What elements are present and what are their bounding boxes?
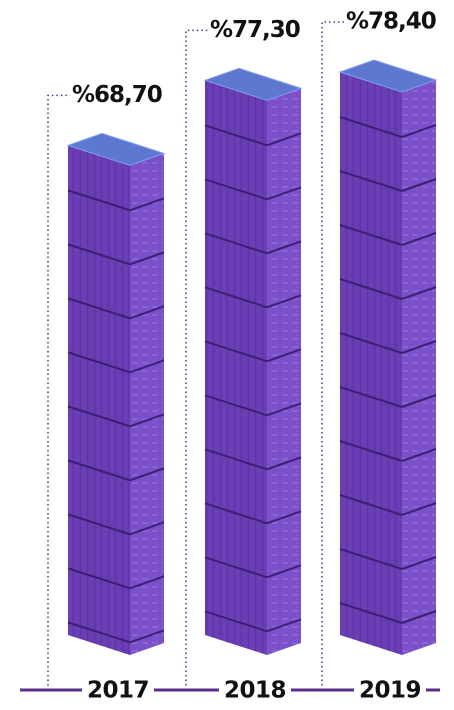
bar-side-ribs: [267, 88, 301, 656]
container-seam: [401, 286, 437, 300]
bar-side-ribs: [402, 80, 436, 655]
container-seam: [266, 132, 302, 147]
container-seam: [339, 440, 403, 462]
container-seam: [67, 459, 131, 482]
x-tick-label: 2018: [224, 678, 286, 704]
label-bg: [219, 676, 291, 704]
container-seam: [67, 405, 131, 428]
container-seam: [339, 602, 403, 624]
container-seam: [67, 513, 131, 536]
container-seam: [129, 521, 165, 536]
x-tick-label: 2019: [359, 678, 421, 704]
container-seam: [204, 124, 268, 147]
container-seam: [129, 305, 165, 320]
bar-ribs: [68, 145, 130, 655]
container-seam: [67, 351, 131, 374]
bar-ribs: [205, 80, 267, 656]
container-seam: [129, 197, 165, 212]
container-seam: [401, 340, 437, 354]
container-seam: [401, 124, 437, 138]
container-seam: [266, 564, 302, 579]
x-tick-label: 2017: [87, 678, 149, 704]
container-seam: [339, 278, 403, 300]
container-seam: [204, 502, 268, 525]
container-seam: [129, 575, 165, 590]
container-seam: [401, 556, 437, 570]
container-seam: [129, 467, 165, 482]
bar-ribs: [340, 72, 402, 655]
container-seam: [401, 610, 437, 624]
bar-top: [66, 132, 166, 166]
bar-side-ribs: [130, 153, 164, 655]
container-seam: [339, 170, 403, 192]
container-seam: [204, 178, 268, 201]
container-seam: [204, 340, 268, 363]
container-seam: [401, 394, 437, 408]
container-seam: [401, 232, 437, 246]
container-seam: [266, 186, 302, 201]
value-label: %68,70: [72, 82, 162, 108]
container-seam: [339, 224, 403, 246]
container-seam: [204, 448, 268, 471]
container-seam: [67, 243, 131, 266]
value-label: %78,40: [346, 9, 436, 35]
container-seam: [266, 618, 302, 633]
container-seam: [266, 240, 302, 255]
container-seam: [339, 548, 403, 570]
container-seam: [339, 116, 403, 138]
label-bg: [354, 676, 426, 704]
leader-line: [185, 29, 208, 690]
container-seam: [204, 286, 268, 309]
container-seam: [67, 297, 131, 320]
container-seam: [401, 502, 437, 516]
value-label: %77,30: [210, 17, 300, 43]
container-seam: [266, 294, 302, 309]
container-seam: [401, 178, 437, 192]
container-seam: [339, 386, 403, 408]
bar-top: [338, 59, 438, 93]
container-seam: [129, 413, 165, 428]
container-seam: [401, 448, 437, 462]
container-seam: [266, 510, 302, 525]
label-bg: [82, 676, 154, 704]
container-seam: [204, 232, 268, 255]
container-seam: [129, 359, 165, 374]
container-seam: [204, 556, 268, 579]
container-seam: [204, 610, 268, 633]
container-seam: [67, 567, 131, 590]
bar-stack: [203, 67, 303, 656]
bar-stack: [338, 59, 438, 655]
container-seam: [129, 251, 165, 266]
container-seam: [129, 629, 165, 644]
container-seam: [67, 189, 131, 212]
container-seam: [339, 494, 403, 516]
bar-stack: [66, 132, 166, 655]
bar-top: [203, 67, 303, 101]
container-seam: [339, 332, 403, 354]
container-seam: [266, 348, 302, 363]
container-seam: [266, 402, 302, 417]
container-seam: [204, 394, 268, 417]
container-seam: [67, 621, 131, 644]
leader-line: [47, 94, 70, 690]
container-seam: [266, 456, 302, 471]
